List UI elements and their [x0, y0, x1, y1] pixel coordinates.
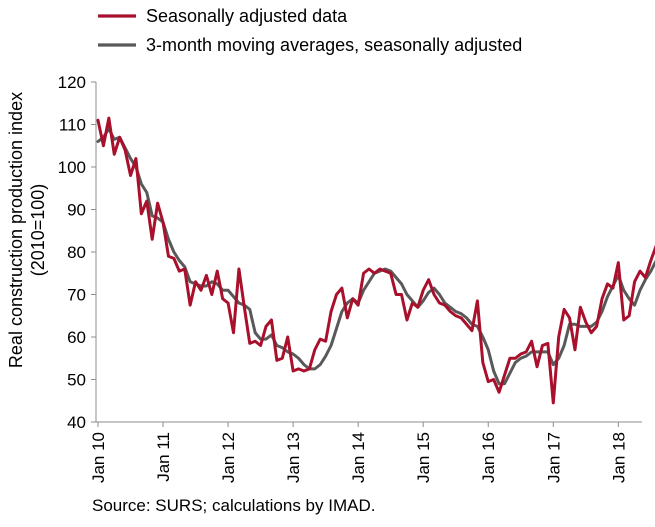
series-layer [96, 116, 655, 405]
legend-label-moving-average: 3-month moving averages, seasonally adju… [146, 35, 522, 55]
y-tick-label: 100 [58, 158, 86, 177]
legend: Seasonally adjusted data 3-month moving … [98, 6, 522, 55]
y-tick-label: 50 [67, 371, 86, 390]
x-ticks: Jan 10 Jan 11 Jan 12 Jan 13 Jan 14 Jan 15 Jan … [89, 422, 628, 483]
y-tick-label: 120 [58, 73, 86, 92]
x-tick-label: Jan 14 [349, 432, 368, 483]
axes: 40 50 60 70 80 90 100 110 120 Jan 10 Jan 11 Jan 12… [58, 73, 642, 483]
y-axis-title: Real construction production index (2010… [6, 92, 48, 368]
y-tick-label: 80 [67, 243, 86, 262]
y-tick-label: 110 [59, 116, 86, 135]
y-ticks: 40 50 60 70 80 90 100 110 120 [58, 73, 96, 432]
series-line-moving-average [96, 127, 655, 386]
y-tick-label: 90 [67, 201, 86, 220]
x-tick-label: Jan 16 [479, 432, 498, 483]
y-tick-label: 60 [67, 328, 86, 347]
source-note: Source: SURS; calculations by IMAD. [92, 496, 376, 515]
y-axis-title-line-2: (2010=100) [28, 184, 48, 277]
y-tick-label: 40 [67, 413, 86, 432]
x-tick-label: Jan 10 [89, 432, 108, 483]
x-tick-label: Jan 12 [219, 432, 238, 483]
x-tick-label: Jan 15 [414, 432, 433, 483]
series-line-seasonally-adjusted [96, 116, 655, 405]
y-tick-label: 70 [67, 286, 86, 305]
x-tick-label: Jan 13 [284, 432, 303, 483]
legend-label-seasonally-adjusted: Seasonally adjusted data [146, 6, 348, 26]
x-tick-label: Jan 17 [544, 432, 563, 483]
x-tick-label: Jan 18 [609, 432, 628, 483]
y-axis-title-line-1: Real construction production index [6, 92, 26, 368]
x-tick-label: Jan 11 [154, 432, 173, 482]
